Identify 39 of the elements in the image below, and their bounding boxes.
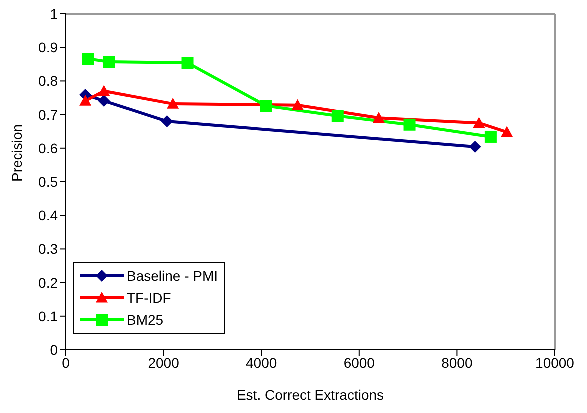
- point: [182, 57, 194, 70]
- point: [161, 116, 174, 128]
- point: [82, 53, 94, 66]
- y-tick-label: 0: [50, 342, 58, 358]
- y-tick-label: 0.7: [38, 106, 58, 123]
- point: [80, 95, 92, 106]
- point: [501, 126, 514, 138]
- point: [98, 85, 110, 96]
- point: [292, 99, 304, 110]
- legend-label: TF-IDF: [127, 289, 172, 308]
- legend-label: Baseline - PMI: [127, 267, 218, 286]
- x-tick-label: 0: [62, 354, 70, 371]
- y-tick-label: 0.6: [38, 140, 58, 156]
- x-tick-label: 4000: [246, 354, 278, 371]
- point: [167, 98, 180, 109]
- y-tick-label: 1: [50, 6, 58, 22]
- y-tick-label: 0.4: [38, 208, 58, 224]
- x-tick-label: 10000: [536, 354, 575, 371]
- y-tick-label: 0.5: [38, 174, 58, 190]
- y-axis-title: Precision: [8, 124, 25, 182]
- y-tick-label: 0.8: [38, 73, 58, 90]
- y-tick-label: 0.1: [38, 308, 58, 324]
- x-axis-title: Est. Correct Extractions: [236, 387, 384, 403]
- point: [260, 100, 272, 112]
- point: [404, 118, 416, 131]
- point: [473, 117, 486, 128]
- point: [484, 130, 497, 143]
- legend-label: BM25: [127, 311, 164, 330]
- x-tick-label: 2000: [148, 354, 180, 371]
- x-tick-label: 6000: [344, 354, 376, 371]
- point: [103, 56, 116, 68]
- point: [372, 112, 385, 123]
- point: [332, 110, 344, 122]
- point: [469, 141, 482, 154]
- y-tick-label: 0.3: [38, 241, 58, 258]
- point: [98, 95, 110, 108]
- y-tick-label: 0.9: [38, 40, 58, 56]
- y-tick-label: 0.2: [38, 274, 58, 291]
- x-tick-label: 8000: [442, 354, 473, 371]
